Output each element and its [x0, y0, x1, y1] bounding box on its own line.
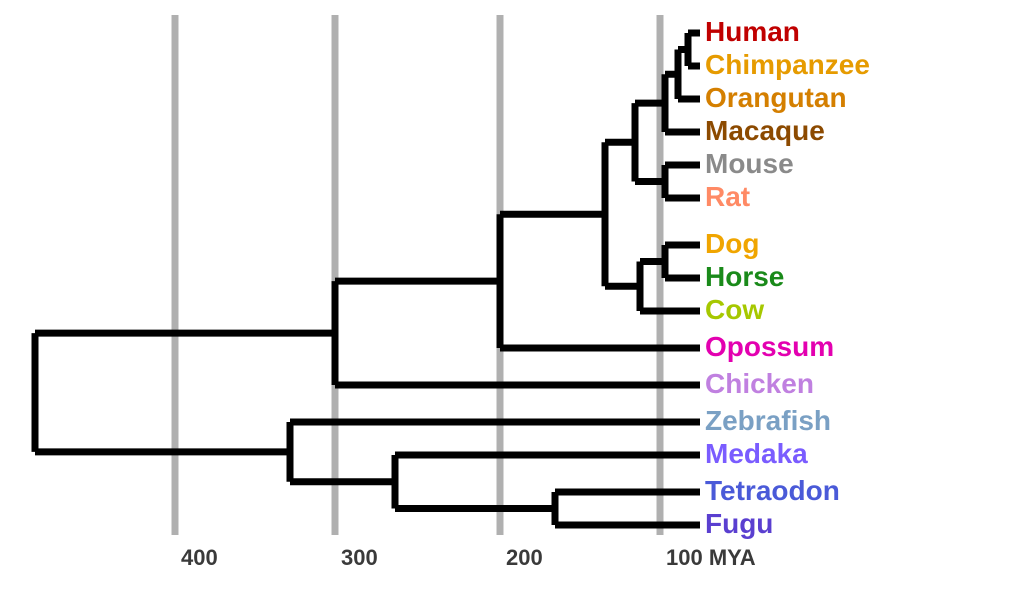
- taxon-label: Zebrafish: [705, 405, 831, 437]
- axis-tick-label: 300: [341, 545, 378, 571]
- taxon-label: Fugu: [705, 508, 773, 540]
- taxon-label: Dog: [705, 228, 759, 260]
- taxon-label: Mouse: [705, 148, 794, 180]
- axis-tick-label: 400: [181, 545, 218, 571]
- taxon-label: Horse: [705, 261, 784, 293]
- taxon-label: Tetraodon: [705, 475, 840, 507]
- taxon-label: Orangutan: [705, 82, 847, 114]
- taxon-label: Opossum: [705, 331, 834, 363]
- axis-tick-label: 200: [506, 545, 543, 571]
- axis-tick-label: 100 MYA: [666, 545, 756, 571]
- taxon-label: Human: [705, 16, 800, 48]
- phylogenetic-tree: HumanChimpanzeeOrangutanMacaqueMouseRat D…: [0, 0, 1024, 591]
- taxon-label: Chicken: [705, 368, 814, 400]
- taxon-label: Medaka: [705, 438, 808, 470]
- taxon-label: Chimpanzee: [705, 49, 870, 81]
- taxon-label: Rat: [705, 181, 750, 213]
- taxon-label: Macaque: [705, 115, 825, 147]
- tree-svg: [0, 0, 1024, 591]
- taxon-label: Cow: [705, 294, 764, 326]
